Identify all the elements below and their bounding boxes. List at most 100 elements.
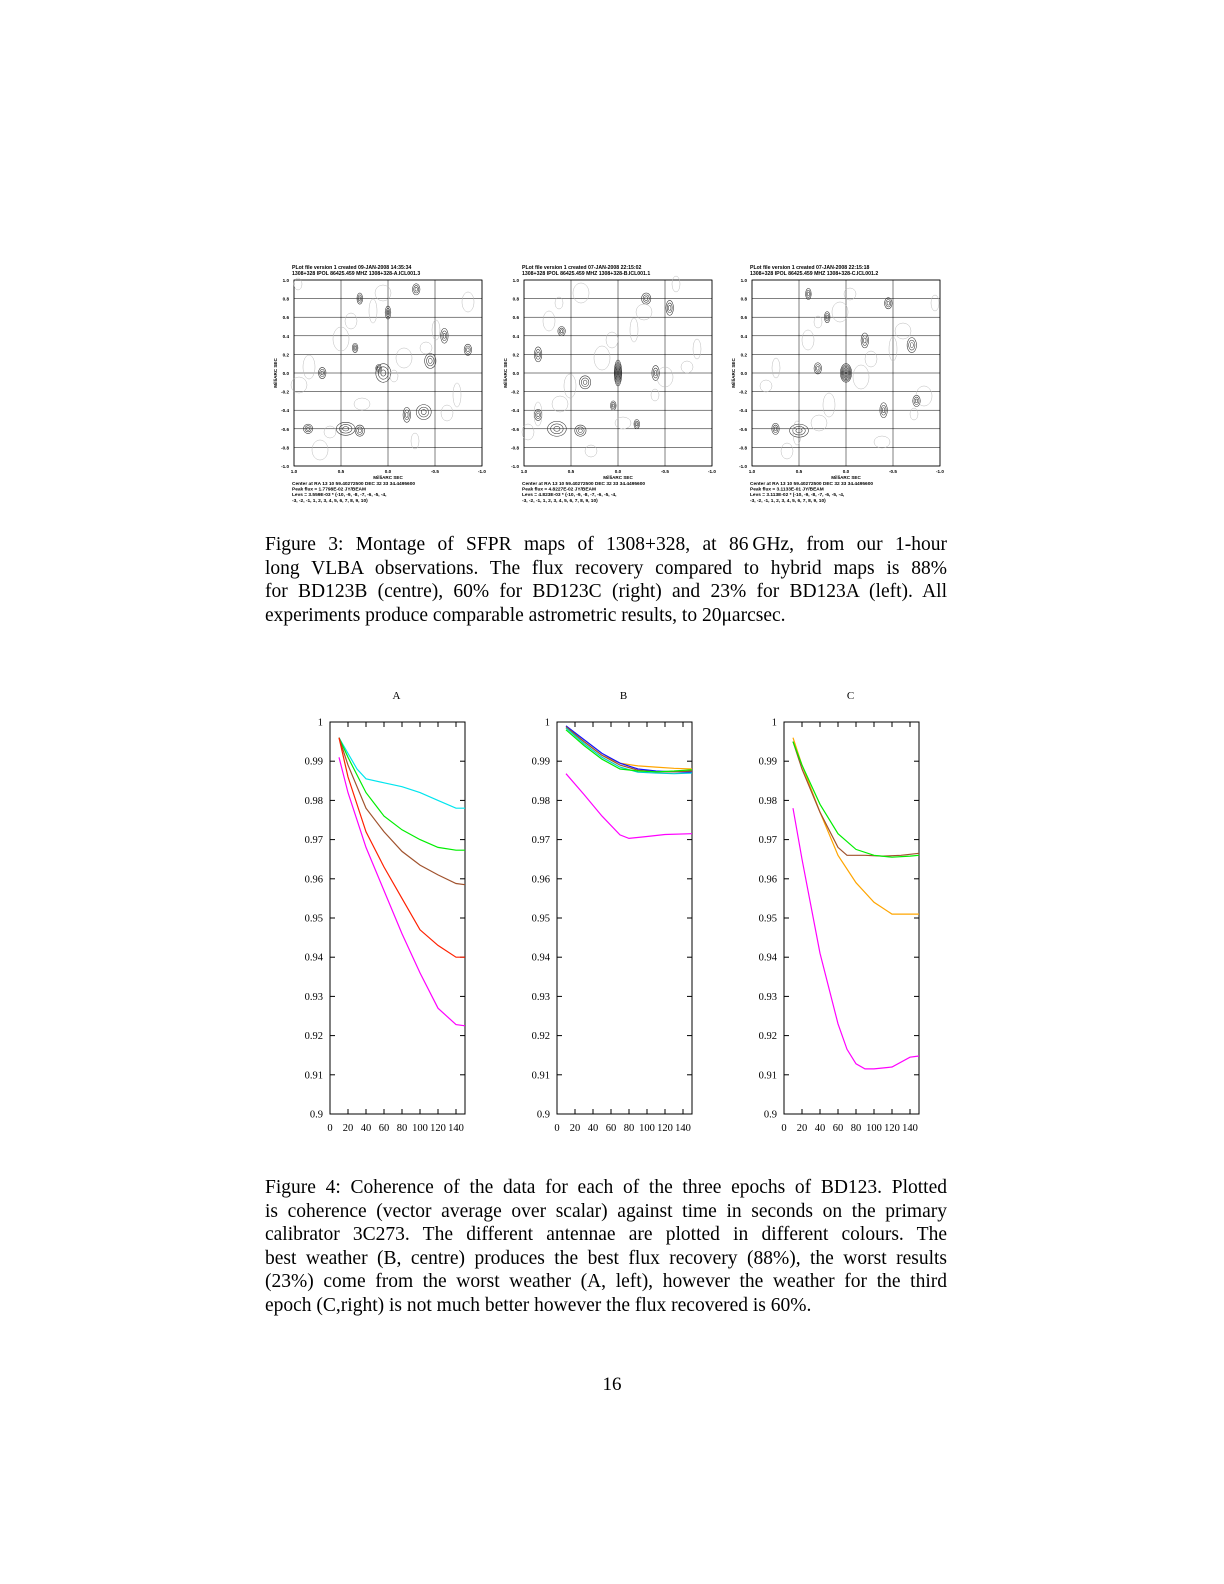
- y-tick-label: 1: [318, 718, 323, 729]
- y-tick-label: 0.96: [759, 874, 777, 885]
- contour-line: [611, 402, 616, 409]
- contour-line: [840, 364, 852, 382]
- map-y-tick-label: -0.2: [739, 390, 747, 395]
- map-x-tick-label: -1.0: [708, 469, 716, 474]
- x-tick-label: 0: [781, 1123, 786, 1134]
- y-tick-label: 0.98: [759, 796, 777, 807]
- plot-frame: [556, 721, 693, 1115]
- y-tick-label: 0.95: [532, 914, 550, 925]
- map-footer: Peak flux = 3.1133E-01 JY/BEAM: [750, 487, 824, 493]
- contour-line: [613, 359, 623, 387]
- map-y-axis-label: MilliARC SEC: [731, 358, 736, 388]
- x-tick-label: 40: [361, 1123, 372, 1134]
- contour-line: [428, 358, 433, 364]
- caption-line: epoch (C,right) is not much better howev…: [265, 1294, 812, 1316]
- contour-line: [909, 342, 914, 348]
- contour-line: [352, 342, 359, 353]
- contour-line-faint: [915, 385, 933, 407]
- figure-4-caption: Figure 4: Coherence of the data for each…: [265, 1176, 947, 1318]
- contour-line-faint: [563, 373, 577, 399]
- y-tick-label: 0.98: [305, 796, 323, 807]
- y-tick-label: 0.92: [532, 1031, 550, 1042]
- contour-line-faint: [290, 376, 308, 394]
- map-x-tick-label: -0.5: [889, 469, 897, 474]
- x-tick-label: 140: [675, 1123, 691, 1134]
- x-tick-label: 20: [797, 1123, 808, 1134]
- contour-line-faint: [888, 336, 898, 362]
- map-x-tick-label: 0.5: [338, 469, 345, 474]
- contour-line: [633, 419, 640, 430]
- page-number: 16: [602, 1374, 622, 1395]
- contour-line: [535, 349, 541, 360]
- contour-line: [665, 300, 674, 316]
- contour-line-faint: [629, 317, 639, 343]
- contour-map-c: PLot file version 1 created 07-JAN-2008 …: [731, 265, 944, 504]
- y-tick-label: 0.9: [310, 1110, 323, 1121]
- y-tick-label: 0.93: [305, 992, 323, 1003]
- contour-line-faint: [873, 435, 891, 449]
- series-line: [338, 737, 465, 851]
- map-y-tick-label: 0.2: [283, 352, 290, 357]
- map-y-tick-label: 0.0: [513, 371, 520, 376]
- contour-line-faint: [293, 277, 303, 291]
- y-tick-label: 0.91: [305, 1070, 323, 1081]
- map-x-tick-label: 1.0: [521, 469, 528, 474]
- contour-line-faint: [780, 442, 794, 460]
- map-frame: [293, 279, 483, 467]
- series-line: [338, 737, 465, 809]
- contour-line: [884, 297, 893, 310]
- map-frame: [751, 279, 941, 467]
- map-y-tick-label: -0.2: [511, 390, 519, 395]
- y-tick-label: 0.95: [305, 914, 323, 925]
- map-footer: Peak flux = 1.7798E-02 JY/BEAM: [292, 487, 366, 493]
- contour-line: [862, 335, 868, 346]
- contour-line: [375, 363, 392, 383]
- map-header: 1308+328 IPOL 86425.459 MHZ 1308+328-B.I…: [522, 271, 650, 277]
- contour-line-faint: [692, 338, 702, 360]
- y-tick-label: 0.98: [532, 796, 550, 807]
- map-y-tick-label: -0.6: [739, 427, 747, 432]
- contour-line: [882, 407, 886, 413]
- contour-line: [880, 404, 887, 416]
- contour-line: [666, 302, 673, 314]
- contour-line: [825, 313, 830, 322]
- caption-line: long VLBA observations. The flux recover…: [265, 557, 947, 579]
- contour-line: [610, 400, 617, 411]
- contour-line: [635, 422, 639, 426]
- contour-line: [415, 404, 432, 420]
- contour-line: [356, 426, 364, 435]
- contour-line: [906, 337, 917, 353]
- x-tick-label: 20: [570, 1123, 581, 1134]
- x-tick-label: 100: [412, 1123, 428, 1134]
- contour-line-faint: [368, 298, 378, 324]
- contour-line: [668, 305, 672, 311]
- series-line: [338, 737, 465, 958]
- contour-line: [352, 344, 358, 352]
- caption-line: is coherence (vector average over scalar…: [265, 1200, 947, 1222]
- map-y-tick-label: -0.8: [511, 445, 519, 450]
- map-y-tick-label: 0.6: [513, 315, 520, 320]
- contour-line: [441, 330, 448, 342]
- contour-line-faint: [302, 354, 316, 380]
- contour-line: [885, 299, 892, 308]
- chart-title: B: [620, 690, 627, 702]
- map-x-tick-label: 1.0: [749, 469, 756, 474]
- contour-line: [576, 426, 585, 435]
- x-tick-label: 100: [639, 1123, 655, 1134]
- series-line: [565, 729, 693, 773]
- y-tick-label: 0.97: [305, 835, 323, 846]
- contour-line: [534, 346, 543, 363]
- contour-line: [574, 424, 587, 437]
- contour-line: [813, 362, 822, 375]
- x-tick-label: 60: [606, 1123, 617, 1134]
- contour-line: [579, 375, 592, 390]
- x-tick-label: 120: [657, 1123, 673, 1134]
- contour-line: [815, 364, 821, 373]
- contour-line-faint: [864, 350, 878, 368]
- contour-line: [616, 367, 620, 379]
- contour-line-faint: [344, 312, 358, 330]
- y-tick-label: 0.94: [759, 953, 778, 964]
- contour-line: [550, 423, 564, 435]
- map-y-tick-label: -1.0: [511, 464, 519, 469]
- contour-line: [789, 423, 809, 438]
